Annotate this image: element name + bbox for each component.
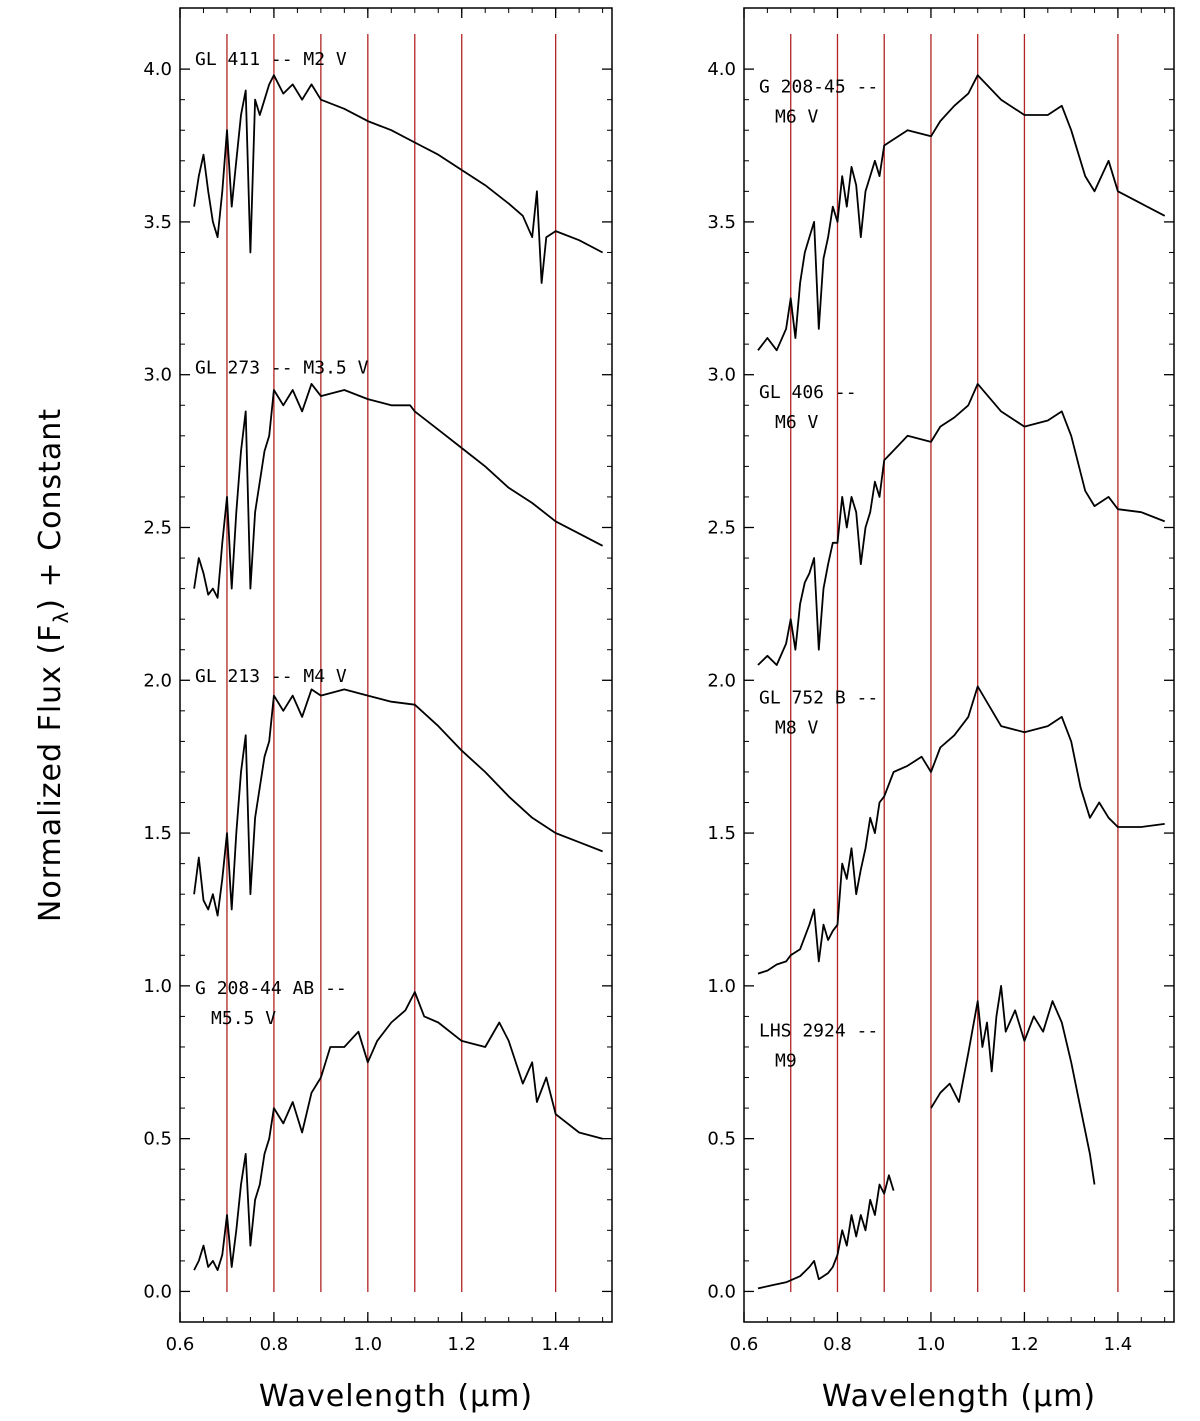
spectrum-line bbox=[757, 383, 1166, 666]
y-tick-label: 1.5 bbox=[707, 823, 736, 844]
x-tick-label: 0.6 bbox=[730, 1334, 759, 1355]
x-tick-label: 0.6 bbox=[166, 1334, 195, 1355]
x-tick-label: 0.8 bbox=[260, 1334, 289, 1355]
spectrum-line bbox=[757, 685, 1165, 975]
x-tick-label: 0.8 bbox=[823, 1334, 852, 1355]
y-tick-label: 3.0 bbox=[707, 365, 736, 386]
y-tick-label: 1.0 bbox=[143, 976, 172, 997]
y-tick-label: 2.5 bbox=[143, 517, 172, 538]
y-tick-label: 4.0 bbox=[707, 59, 736, 80]
spectrum-line bbox=[757, 1174, 895, 1290]
y-axis-title-sub: λ bbox=[49, 611, 73, 624]
y-tick-label: 2.0 bbox=[707, 670, 736, 691]
x-tick-label: 1.4 bbox=[1104, 1334, 1133, 1355]
y-tick-label: 1.5 bbox=[143, 823, 172, 844]
spectrum-label: GL 213 -- M4 V bbox=[195, 666, 347, 687]
y-tick-label: 3.0 bbox=[143, 365, 172, 386]
spectrum-label: M6 V bbox=[775, 106, 819, 127]
right-panel: 0.0 0.5 1.0 1.5 2.0 2.5 3.0 3.5 4.0 0.6 0.8 1.0 1.2 1… bbox=[707, 7, 1175, 1414]
x-tick-label: 1.0 bbox=[354, 1334, 383, 1355]
y-axis-title: Normalized Flux (Fλ) + Constant bbox=[33, 408, 73, 922]
x-axis-title: Wavelength (μm) bbox=[259, 1379, 533, 1414]
y-tick-label: 2.0 bbox=[143, 670, 172, 691]
plot-frame bbox=[179, 7, 613, 1323]
spectrum-line bbox=[193, 383, 604, 599]
x-tick-label: 1.4 bbox=[541, 1334, 570, 1355]
y-tick-label: 0.5 bbox=[143, 1129, 172, 1150]
y-tick-label: 0.0 bbox=[707, 1281, 736, 1302]
spectrum-label: M9 bbox=[775, 1051, 797, 1072]
spectrum-line bbox=[193, 688, 603, 917]
x-tick-label: 1.2 bbox=[447, 1334, 476, 1355]
y-tick-label: 3.5 bbox=[707, 212, 736, 233]
x-tick-label: 1.2 bbox=[1010, 1334, 1039, 1355]
y-axis-title-main: Normalized Flux (F bbox=[33, 624, 68, 923]
spectrum-label: G 208-45 -- bbox=[759, 76, 878, 97]
spectrum-label: GL 406 -- bbox=[759, 382, 857, 403]
spectrum-label: M8 V bbox=[775, 718, 819, 739]
spectrum-label: GL 273 -- M3.5 V bbox=[195, 358, 369, 379]
spectrum-label: LHS 2924 -- bbox=[759, 1021, 878, 1042]
spectrum-label: M6 V bbox=[775, 412, 819, 433]
spectrum-label: M5.5 V bbox=[211, 1008, 276, 1029]
spectrum-label: GL 752 B -- bbox=[759, 688, 878, 709]
spectrum-label: GL 411 -- M2 V bbox=[195, 49, 347, 70]
spectrum-line bbox=[757, 74, 1166, 352]
y-tick-label: 1.0 bbox=[707, 976, 736, 997]
spectrum-line bbox=[193, 74, 604, 284]
x-tick-label: 1.0 bbox=[917, 1334, 946, 1355]
y-tick-label: 0.5 bbox=[707, 1129, 736, 1150]
y-tick-label: 4.0 bbox=[143, 59, 172, 80]
x-axis-title: Wavelength (μm) bbox=[822, 1379, 1096, 1414]
left-panel: 0.0 0.5 1.0 1.5 2.0 2.5 3.0 3.5 4.0 0.6 0.8 1.0 1.2 1… bbox=[143, 7, 613, 1414]
y-tick-label: 3.5 bbox=[143, 212, 172, 233]
spectrum-line bbox=[193, 991, 603, 1271]
y-tick-label: 0.0 bbox=[143, 1281, 172, 1302]
spectrum-line bbox=[930, 985, 1096, 1185]
y-axis-title-tail: ) + Constant bbox=[33, 408, 68, 611]
plot-frame bbox=[743, 7, 1175, 1323]
spectrum-label: G 208-44 AB -- bbox=[195, 978, 347, 999]
y-tick-label: 2.5 bbox=[707, 517, 736, 538]
